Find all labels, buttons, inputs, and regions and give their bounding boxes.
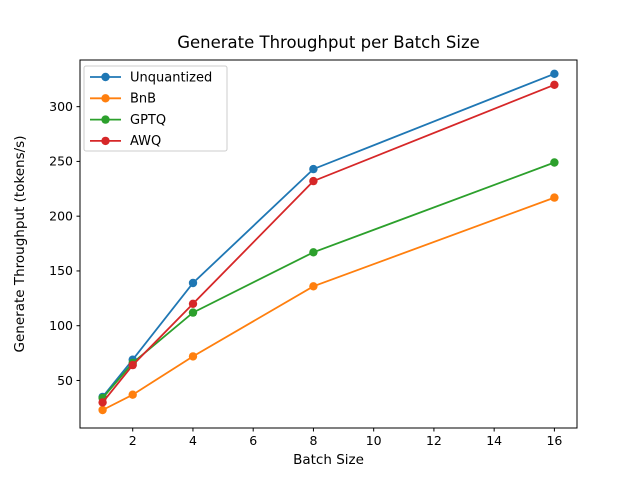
y-tick-label: 100 (49, 318, 73, 333)
legend-swatch-marker (101, 94, 110, 103)
x-tick-label: 4 (189, 433, 197, 448)
series-marker-gptq (550, 158, 559, 167)
legend-box (83, 65, 228, 152)
series-marker-gptq (309, 248, 318, 257)
x-tick-label: 12 (426, 433, 442, 448)
x-tick-label: 16 (546, 433, 562, 448)
x-tick-label: 6 (249, 433, 257, 448)
series-marker-unquantized (188, 278, 198, 288)
legend-entry-label: Unquantized (130, 70, 212, 85)
series-marker-unquantized (309, 164, 318, 174)
series-marker-awq (550, 80, 559, 90)
series-marker-bnb (188, 352, 198, 361)
legend-entry-label: GPTQ (130, 113, 166, 128)
legend: Unquantized BnB GPTQ AWQ (83, 65, 228, 152)
x-axis-label: Batch Size (293, 452, 364, 468)
series-marker-gptq (188, 308, 198, 317)
x-tick-label: 8 (309, 433, 317, 448)
legend-swatch-marker (101, 72, 110, 82)
series-marker-awq (128, 360, 137, 370)
x-tick-label: 10 (366, 433, 382, 448)
x-tick-label: 14 (486, 433, 502, 448)
series-marker-awq (309, 176, 318, 186)
series-marker-unquantized (550, 69, 559, 79)
x-tick-label: 2 (129, 433, 137, 448)
legend-swatch-marker (101, 115, 110, 124)
series-marker-awq (98, 398, 107, 407)
series-marker-bnb (550, 193, 559, 202)
y-tick-label: 200 (49, 208, 73, 223)
legend-swatch-marker (101, 136, 110, 146)
y-tick-label: 150 (49, 263, 73, 278)
axes-spines (79, 59, 578, 429)
y-tick-label: 50 (57, 373, 73, 388)
series-marker-bnb (98, 405, 107, 415)
y-tick-label: 250 (49, 154, 73, 169)
y-axis-label: Generate Throughput (tokens/s) (12, 135, 28, 353)
legend-entry-label: BnB (130, 92, 156, 107)
series-marker-bnb (309, 282, 318, 291)
y-tick-label: 300 (49, 99, 73, 114)
legend-entry-label: AWQ (130, 134, 161, 149)
series-marker-awq (188, 299, 198, 308)
series-marker-bnb (128, 390, 137, 399)
chart-title: Generate Throughput per Batch Size (177, 33, 480, 52)
series-line-bnb (102, 196, 555, 411)
